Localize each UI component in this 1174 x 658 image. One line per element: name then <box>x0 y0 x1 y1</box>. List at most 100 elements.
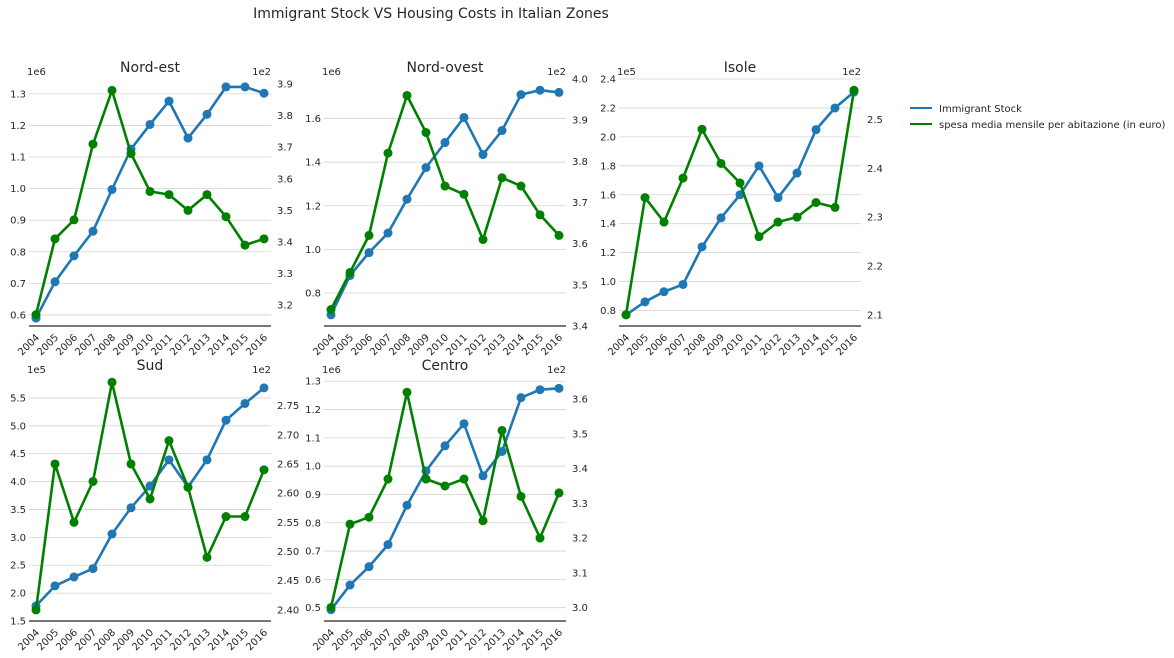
y-left-tick-label: 1.5 <box>10 617 26 628</box>
series-line <box>329 94 560 311</box>
data-point <box>107 85 117 95</box>
y-left-tick-label: 5.5 <box>10 393 26 404</box>
data-point <box>440 481 450 491</box>
data-point <box>754 161 764 171</box>
data-point <box>221 512 231 522</box>
data-point <box>202 455 212 465</box>
data-point <box>164 436 174 446</box>
data-point <box>716 158 726 168</box>
y-right-tick-label: 2.40 <box>277 605 299 616</box>
data-point <box>126 503 136 513</box>
y-right-tick-label: 3.0 <box>572 603 588 614</box>
data-point <box>459 189 469 199</box>
data-point <box>421 474 431 484</box>
data-point <box>421 128 431 138</box>
data-point <box>640 193 650 203</box>
data-point <box>221 415 231 425</box>
data-point <box>478 471 488 481</box>
y-right-tick-label: 2.2 <box>867 261 883 272</box>
data-point <box>516 491 526 501</box>
data-point <box>754 232 764 242</box>
y-left-tick-label: 1.3 <box>10 89 26 100</box>
data-point <box>697 242 707 252</box>
y-right-tick-label: 3.7 <box>572 198 588 209</box>
data-point <box>383 228 393 238</box>
data-point <box>830 103 840 113</box>
y-left-tick-label: 0.6 <box>305 575 321 586</box>
y-right-tick-label: 2.60 <box>277 489 299 500</box>
series-immigrant-stock <box>31 82 269 323</box>
data-point <box>773 217 783 227</box>
y-left-tick-label: 0.8 <box>305 288 321 299</box>
y-right-tick-label: 3.5 <box>572 429 588 440</box>
y-left-tick-label: 1.2 <box>305 201 321 212</box>
x-tick-label: 2016 <box>834 332 860 358</box>
y-left-tick-label: 1.0 <box>305 462 321 473</box>
y-right-tick-label: 3.2 <box>572 534 588 545</box>
panel-title: Sud <box>137 358 164 374</box>
data-point <box>240 398 250 408</box>
y-left-tick-label: 0.8 <box>10 247 26 258</box>
data-point <box>202 109 212 119</box>
data-point <box>830 202 840 212</box>
panel-isole: 0.8 1.0 1.2 1.4 1.6 1.8 2.0 2.2 2.4 2.1 2.2 2.3 2.4 2… <box>600 60 883 358</box>
data-point <box>202 190 212 200</box>
data-point <box>107 185 117 195</box>
y-right-scale-label: 1e2 <box>547 67 566 78</box>
x-tick-label: 2016 <box>244 332 270 358</box>
panel-title: Nord-ovest <box>407 60 485 76</box>
series-line <box>329 387 560 611</box>
y-right-tick-label: 4.0 <box>572 75 588 86</box>
panel-centro: 0.5 0.6 0.7 0.8 0.9 1.0 1.1 1.2 1.3 3.0 3.1 3.2 3.3 3… <box>305 358 588 653</box>
y-right-scale-label: 1e2 <box>547 365 566 376</box>
data-point <box>478 235 488 245</box>
y-left-tick-label: 0.7 <box>305 547 321 558</box>
x-tick-label: 2016 <box>539 332 565 358</box>
data-point <box>364 512 374 522</box>
y-left-tick-label: 1.2 <box>10 121 26 132</box>
data-point <box>259 465 269 475</box>
series-spesa-media-mensile-per- <box>326 90 564 315</box>
y-right-tick-label: 3.6 <box>277 174 293 185</box>
y-left-scale-label: 1e6 <box>322 67 341 78</box>
data-point <box>459 474 469 484</box>
y-right-scale-label: 1e2 <box>252 67 271 78</box>
y-right-tick-label: 2.5 <box>867 115 883 126</box>
data-point <box>535 85 545 95</box>
y-left-tick-label: 1.1 <box>305 433 321 444</box>
y-right-tick-label: 3.3 <box>572 499 588 510</box>
series-immigrant-stock <box>621 87 859 320</box>
series-immigrant-stock <box>326 85 564 320</box>
y-right-tick-label: 2.3 <box>867 213 883 224</box>
data-point <box>126 459 136 469</box>
data-point <box>735 178 745 188</box>
y-left-tick-label: 2.2 <box>600 103 616 114</box>
data-point <box>202 552 212 562</box>
data-point <box>50 234 60 244</box>
y-left-tick-label: 1.8 <box>600 161 616 172</box>
data-point <box>88 476 98 486</box>
data-point <box>69 517 79 527</box>
data-point <box>497 446 507 456</box>
y-right-tick-label: 3.4 <box>572 322 588 333</box>
y-right-tick-label: 3.1 <box>572 568 588 579</box>
data-point <box>383 540 393 550</box>
y-right-tick-label: 3.2 <box>277 301 293 312</box>
y-left-tick-label: 0.5 <box>305 603 321 614</box>
series-spesa-media-mensile-per- <box>31 85 269 320</box>
panel-title: Nord-est <box>120 60 180 76</box>
y-right-tick-label: 2.75 <box>277 401 299 412</box>
data-point <box>364 562 374 572</box>
data-point <box>50 581 60 591</box>
data-point <box>811 125 821 135</box>
data-point <box>421 163 431 173</box>
y-right-tick-label: 3.4 <box>572 464 588 475</box>
data-point <box>554 383 564 393</box>
y-left-tick-label: 1.2 <box>305 405 321 416</box>
legend-label-housing-cost: spesa media mensile per abitazione (in e… <box>939 120 1165 131</box>
y-right-tick-label: 2.50 <box>277 547 299 558</box>
data-point <box>811 198 821 207</box>
data-point <box>69 572 79 582</box>
data-point <box>221 212 231 222</box>
y-left-tick-label: 0.8 <box>600 306 616 317</box>
